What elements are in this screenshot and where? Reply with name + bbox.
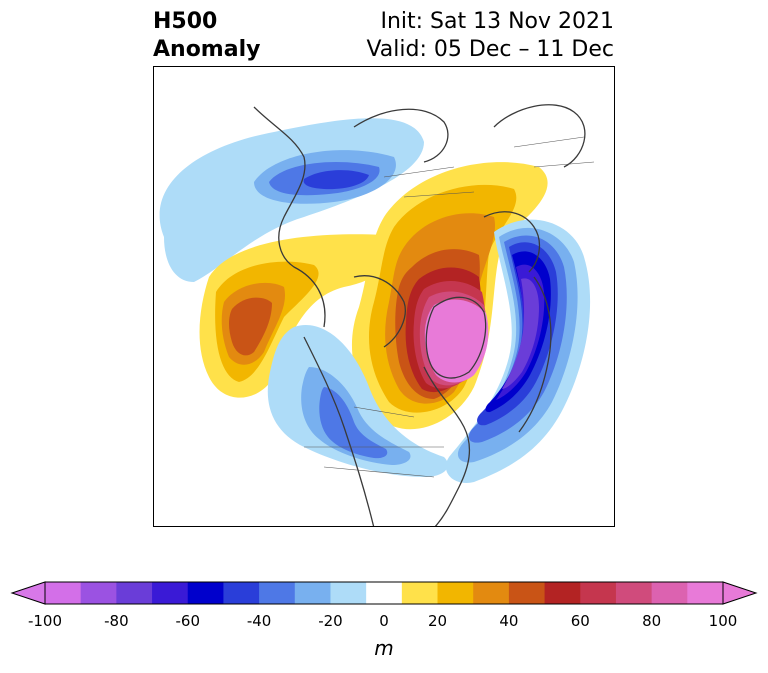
coastlines [253, 104, 586, 526]
colorbar-tick-label: 20 [427, 612, 448, 630]
colorbar-tick-labels: -100 -80 -60 -40 -20 0 20 40 60 80 100 [0, 612, 768, 634]
colorbar-tick-label: 60 [570, 612, 590, 630]
colorbar-segment [366, 582, 403, 604]
colorbar-segment [223, 582, 260, 604]
colorbar-tick-label: -60 [175, 612, 200, 630]
title-left: H500 Anomaly [153, 8, 260, 64]
colorbar-segment [294, 582, 331, 604]
colorbar-segment [437, 582, 474, 604]
colorbar-segment [401, 582, 439, 604]
colorbar-segment [508, 582, 546, 604]
colorbar-segment [544, 582, 581, 604]
colorbar-tick-label: 100 [708, 612, 738, 630]
valid-dates: Valid: 05 Dec – 11 Dec [366, 37, 614, 62]
colorbar-segment [330, 582, 367, 604]
title-right: Init: Sat 13 Nov 2021 Valid: 05 Dec – 11… [366, 8, 614, 64]
colorbar-tick-label: -40 [246, 612, 272, 630]
colorbar [0, 575, 768, 615]
anomaly-map [153, 66, 615, 527]
colorbar-segment [187, 582, 224, 604]
title-variable: H500 [153, 9, 218, 34]
colorbar-svg [10, 581, 758, 605]
colorbar-segment [580, 582, 617, 604]
colorbar-tick-label: -100 [27, 612, 63, 630]
colorbar-segment [615, 582, 653, 604]
colorbar-tick-label: -80 [104, 612, 129, 630]
colorbar-tick-label: -20 [318, 612, 343, 630]
colorbar-tick-label: 0 [379, 612, 389, 630]
colorbar-segment [687, 582, 724, 604]
colorbar-segment [651, 582, 688, 604]
colorbar-under-arrow [10, 581, 46, 605]
colorbar-frame [44, 581, 724, 605]
colorbar-tick-label: 40 [499, 612, 519, 630]
map-svg [154, 67, 614, 526]
borders [304, 136, 595, 478]
colorbar-over-arrow [722, 581, 758, 605]
colorbar-segment [45, 582, 82, 604]
neg-anomaly-north-america [267, 325, 448, 477]
colorbar-segment [473, 582, 510, 604]
colorbar-segment [152, 582, 189, 604]
colorbar-tick-label: 80 [642, 612, 662, 630]
title-anomaly: Anomaly [153, 37, 261, 62]
init-date: Init: Sat 13 Nov 2021 [380, 9, 614, 34]
colorbar-segment [116, 582, 153, 604]
colorbar-segment [80, 582, 117, 604]
colorbar-segment [259, 582, 296, 604]
colorbar-unit: m [374, 636, 394, 660]
